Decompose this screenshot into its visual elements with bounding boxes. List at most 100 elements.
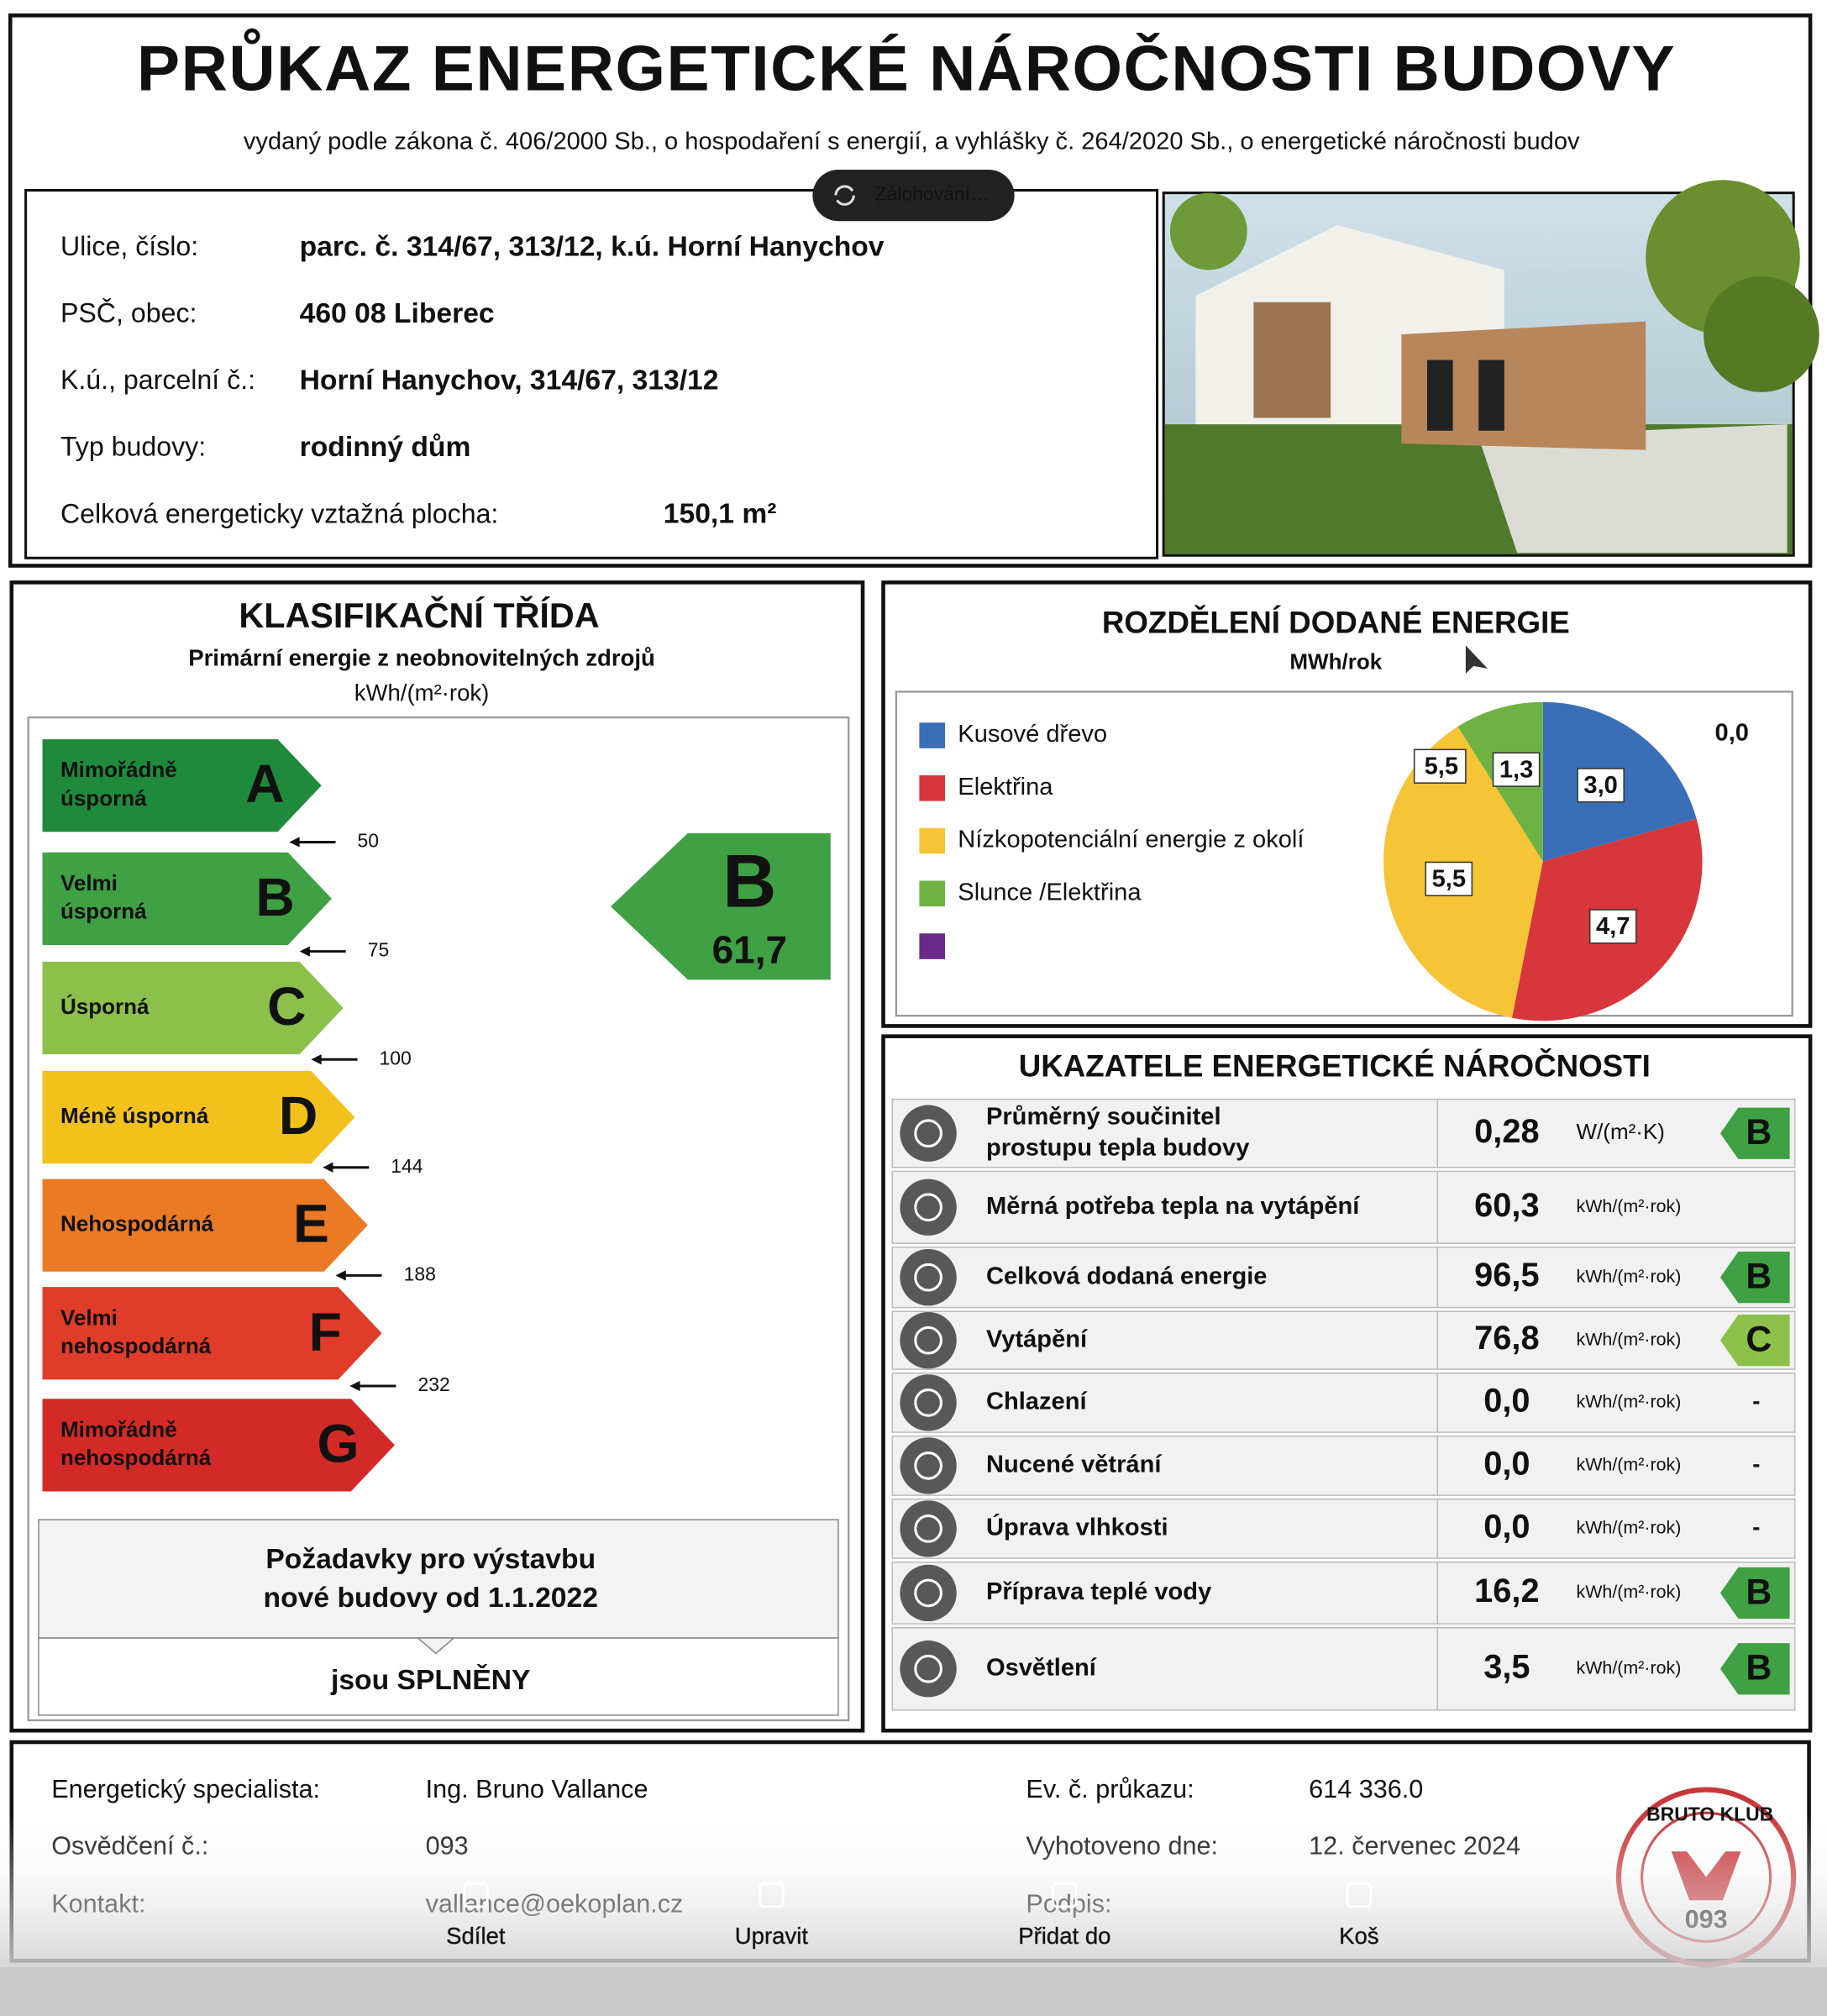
indicator-unit: kWh/(m²·rok) xyxy=(1577,1329,1682,1349)
indicator-class-badge xyxy=(1719,1315,1790,1367)
address-value: 150,1 m² xyxy=(664,499,777,530)
cursor xyxy=(1465,645,1488,675)
indicator-class-badge xyxy=(1719,1567,1790,1620)
address-label: PSČ, obec: xyxy=(60,297,197,328)
class-name: Mimořádně xyxy=(60,1416,177,1441)
indicator-unit: kWh/(m²·rok) xyxy=(1577,1455,1682,1475)
indicator-unit: kWh/(m²·rok) xyxy=(1577,1266,1682,1286)
indicator-icon xyxy=(900,1311,957,1369)
sync-icon xyxy=(834,185,855,206)
pie-label-box xyxy=(1588,909,1637,944)
toolbar-icon[interactable] xyxy=(463,1882,489,1908)
pie-label: 1,3 xyxy=(1499,756,1533,783)
class-letter: B xyxy=(255,867,294,927)
threshold-label: 144 xyxy=(391,1155,423,1177)
building-photo xyxy=(1162,180,1819,557)
address-value: parc. č. 314/67, 313/12, k.ú. Horní Hany… xyxy=(300,231,885,262)
legend-swatch xyxy=(919,933,945,959)
indicator-unit: kWh/(m²·rok) xyxy=(1577,1196,1682,1216)
indicator-unit: kWh/(m²·rok) xyxy=(1577,1518,1682,1538)
toolbar-icon[interactable] xyxy=(1052,1882,1078,1908)
indicator-label: Vytápění xyxy=(986,1326,1088,1352)
toolbar-label[interactable]: Upravit xyxy=(734,1922,809,1949)
indicator-unit: kWh/(m²·rok) xyxy=(1577,1392,1682,1412)
toolbar-label[interactable]: Přidat do xyxy=(1018,1922,1111,1949)
indicator-icon xyxy=(900,1500,957,1557)
class-arrow xyxy=(42,1399,395,1492)
split-inner-frame xyxy=(895,690,1793,1017)
indicator-value: 0,0 xyxy=(1483,1382,1530,1419)
threshold-label: 50 xyxy=(358,830,380,852)
indicators-title: UKAZATELE ENERGETICKÉ NÁROČNOSTI xyxy=(1019,1048,1651,1084)
indicator-value: 60,3 xyxy=(1474,1187,1539,1224)
class-inner-frame xyxy=(27,716,850,1722)
indicator-icon-inner xyxy=(914,1326,942,1355)
legend-swatch xyxy=(919,827,945,854)
indicator-row xyxy=(891,1246,1796,1309)
result-letter: B xyxy=(722,840,776,923)
indicator-class: B xyxy=(1746,1648,1772,1688)
header-frame xyxy=(8,13,1813,568)
legend-swatch xyxy=(919,880,945,907)
indicator-class: C xyxy=(1746,1320,1772,1360)
address-frame xyxy=(24,188,1159,559)
class-letter: G xyxy=(318,1413,360,1473)
indicator-value: 0,0 xyxy=(1483,1508,1530,1545)
pie-callout: 5,5 xyxy=(1425,753,1458,780)
indicator-label: Úprava vlhkosti xyxy=(986,1513,1168,1541)
indicator-class-badge xyxy=(1719,1643,1790,1695)
indicator-class: B xyxy=(1746,1257,1772,1297)
legend-swatch xyxy=(919,722,945,748)
footer-label: Ev. č. průkazu: xyxy=(1026,1775,1194,1803)
indicator-value: 96,5 xyxy=(1474,1257,1539,1294)
class-arrow xyxy=(42,1071,355,1164)
class-arrow xyxy=(42,852,332,945)
pie-label: 5,5 xyxy=(1432,866,1466,893)
class-name: úsporná xyxy=(60,899,147,924)
requirements-text: nové budovy od 1.1.2022 xyxy=(264,1583,598,1614)
indicator-icon-inner xyxy=(914,1389,942,1417)
indicator-row xyxy=(891,1098,1796,1168)
indicator-class-badge xyxy=(1719,1252,1790,1304)
class-name: úsporná xyxy=(60,785,147,811)
indicator-label: prostupu tepla budovy xyxy=(986,1134,1250,1161)
indicator-icon-inner xyxy=(914,1578,942,1608)
class-name: Velmi xyxy=(60,1305,118,1330)
indicator-class: B xyxy=(1746,1572,1772,1612)
address-label: K.ú., parcelní č.: xyxy=(60,365,255,395)
indicator-unit: kWh/(m²·rok) xyxy=(1577,1582,1682,1602)
threshold-label: 188 xyxy=(404,1263,436,1284)
indicator-icon xyxy=(900,1641,957,1698)
toolbar-label[interactable]: Sdílet xyxy=(446,1922,507,1949)
pie-label-box xyxy=(1425,861,1473,897)
class-name: Velmi xyxy=(60,870,118,895)
legend-label: Elektřina xyxy=(958,774,1053,801)
legend-label: Slunce /Elektřina xyxy=(958,879,1142,906)
threshold-arrowhead xyxy=(289,837,300,848)
class-arrow xyxy=(42,1179,368,1272)
class-name: nehospodárná xyxy=(60,1333,212,1358)
pie-label: 3,0 xyxy=(1583,772,1617,799)
threshold-arrowhead xyxy=(335,1270,346,1281)
footer-value: 614 336.0 xyxy=(1309,1775,1423,1803)
split-title: ROZDĚLENÍ DODANÉ ENERGIE xyxy=(1102,605,1570,640)
toolbar-label[interactable]: Koš xyxy=(1339,1922,1379,1949)
threshold-arrowhead xyxy=(349,1380,360,1392)
indicator-label: Průměrný součinitel xyxy=(986,1104,1221,1131)
requirements-text: Požadavky pro výstavbu xyxy=(265,1544,596,1575)
toolbar-icon[interactable] xyxy=(1346,1882,1373,1908)
address-label: Typ budovy: xyxy=(60,432,206,462)
subtitle: vydaný podle zákona č. 406/2000 Sb., o h… xyxy=(244,129,1580,155)
class-name: Úsporná xyxy=(60,994,150,1019)
address-value: 460 08 Liberec xyxy=(300,298,495,329)
toolbar-icon[interactable] xyxy=(759,1882,785,1908)
indicator-value: 0,28 xyxy=(1474,1113,1539,1150)
class-arrow xyxy=(42,1287,382,1380)
indicator-icon-inner xyxy=(914,1654,942,1683)
sync-pill[interactable] xyxy=(812,170,1015,222)
class-name: Méně úsporná xyxy=(60,1103,209,1128)
threshold-arrowhead xyxy=(323,1162,333,1173)
